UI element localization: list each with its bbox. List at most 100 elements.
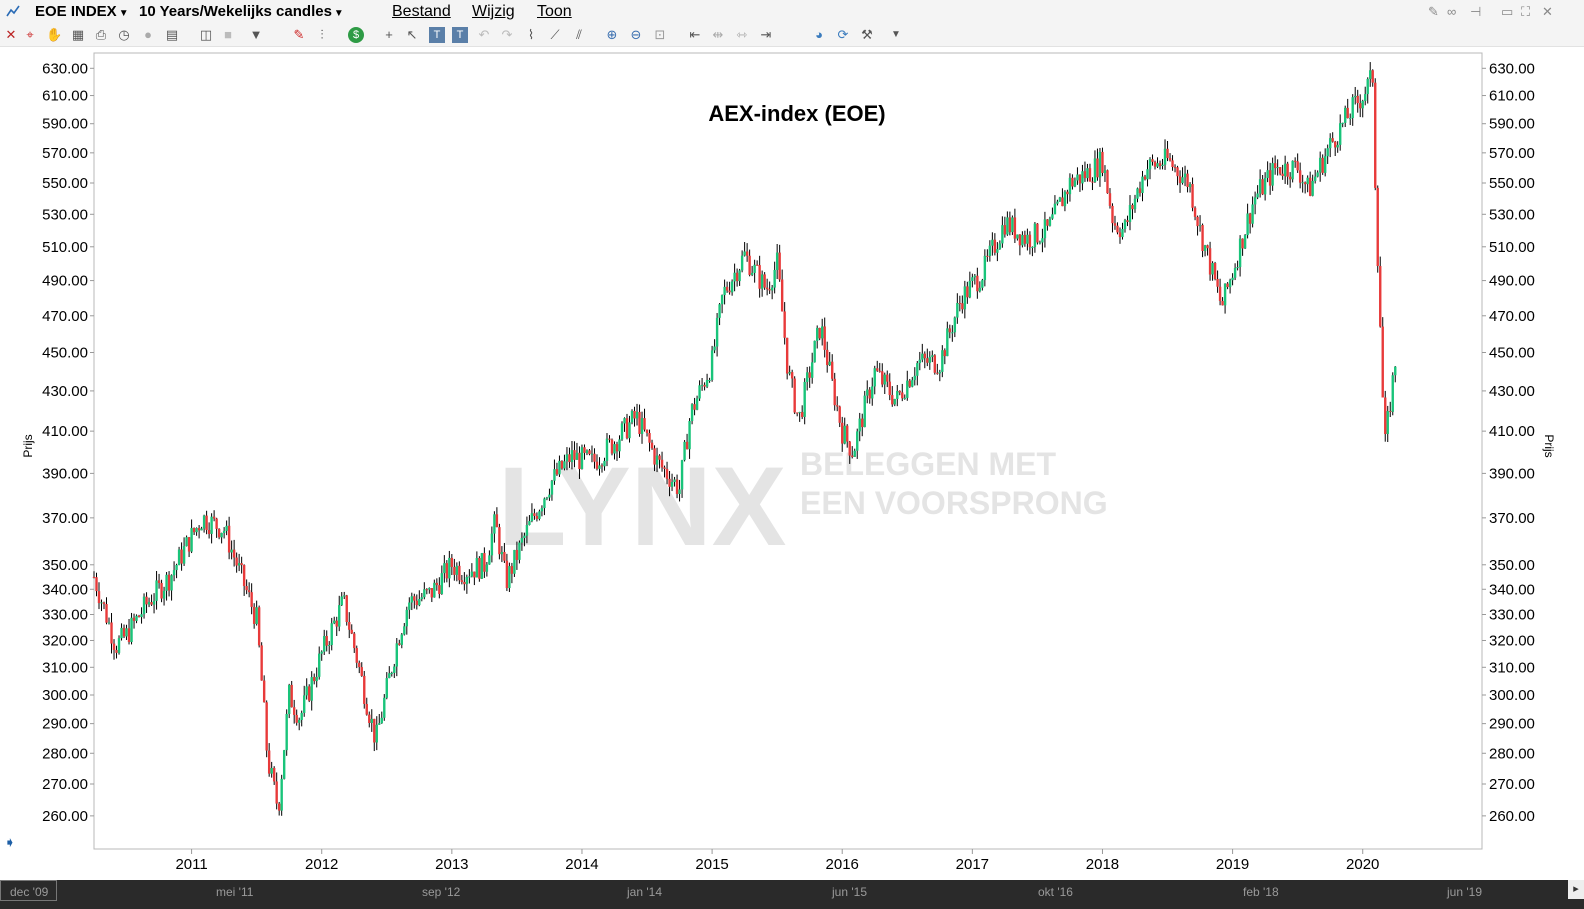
candle-body <box>97 591 101 604</box>
candle-body <box>580 447 584 469</box>
pin-icon[interactable]: ⊣ <box>1470 4 1482 19</box>
compress-icon[interactable]: ⇹ <box>712 27 724 42</box>
price-chart[interactable]: LYNX BELEGGEN MET EEN VOORSPRONG 630.006… <box>0 47 1584 880</box>
candle-body <box>428 588 431 590</box>
clock-icon[interactable]: ◷ <box>118 27 130 42</box>
candle-body <box>508 566 511 589</box>
color-icon[interactable]: ◕ <box>815 27 823 42</box>
y-tick-label: 350.00 <box>42 557 88 574</box>
candle-body <box>1228 280 1232 288</box>
circle-icon[interactable]: ● <box>144 27 152 42</box>
candle-body <box>648 432 651 443</box>
redo-icon[interactable]: ↷ <box>501 27 513 42</box>
candle-body <box>185 537 188 547</box>
plus-icon[interactable]: + <box>385 27 393 42</box>
crosshair-icon[interactable]: ⌖ <box>26 27 34 42</box>
chart-area[interactable]: LYNX BELEGGEN MET EEN VOORSPRONG 630.00 6… <box>0 47 1584 880</box>
grid-icon[interactable]: ▦ <box>71 27 85 42</box>
menu-bestand[interactable]: Bestand <box>392 3 451 20</box>
candle-body <box>1006 217 1009 235</box>
wrench-icon[interactable]: ⚒ <box>861 27 873 42</box>
refresh-icon[interactable]: ⟳ <box>837 27 849 42</box>
candle-body <box>175 565 178 571</box>
scroll-left-icon[interactable]: ⇤ <box>689 27 701 42</box>
candle-body <box>603 460 606 467</box>
candle-body <box>728 290 731 293</box>
candle-body <box>1043 219 1047 239</box>
candle-body <box>1193 207 1197 217</box>
candle-body <box>981 280 984 288</box>
print-icon[interactable]: ⎙ <box>95 27 107 42</box>
candle-body <box>1321 157 1324 173</box>
candle-body <box>615 444 619 452</box>
dollar-icon[interactable]: $ <box>348 27 364 43</box>
menu-toon[interactable]: Toon <box>537 3 572 20</box>
pencil-icon[interactable]: ✎ <box>293 27 305 42</box>
text-box-icon[interactable]: T <box>452 27 468 43</box>
trendline-icon[interactable]: ⟋ <box>550 27 560 42</box>
close-window-icon[interactable]: ✕ <box>1542 4 1553 19</box>
y-tick-label: 350.00 <box>1489 557 1535 574</box>
bar-type-icon[interactable]: ⫶ <box>320 27 324 42</box>
undo-icon[interactable]: ↶ <box>478 27 490 42</box>
candle-body <box>1178 176 1182 184</box>
expand-arrow-icon[interactable]: ➧ <box>4 834 16 850</box>
blank-icon[interactable]: ■ <box>224 27 232 42</box>
candle-body <box>680 460 684 490</box>
candle-body <box>753 264 756 273</box>
triangle-down-icon[interactable]: ▼ <box>249 27 263 42</box>
candle-body <box>192 527 196 533</box>
candle-body <box>398 643 401 645</box>
timeline-label: jun '15 <box>832 885 867 899</box>
table-icon[interactable]: ▤ <box>165 27 179 42</box>
symbol-selector[interactable]: EOE INDEX ▼ <box>35 3 129 20</box>
chart-settings-icon[interactable]: ◫ <box>199 27 213 42</box>
candle-body <box>388 673 391 679</box>
indicator-icon[interactable]: ⌇ <box>527 27 535 42</box>
maximize-icon[interactable]: ⛶ <box>1521 4 1531 19</box>
candle-body <box>1371 70 1374 83</box>
candle-body <box>1308 177 1312 196</box>
candle-body <box>267 750 271 774</box>
text-icon[interactable]: T <box>429 27 445 43</box>
candle-body <box>838 406 841 423</box>
candle-body <box>393 666 396 673</box>
more-icon[interactable]: ▼ <box>891 29 901 40</box>
candle-body <box>705 380 709 387</box>
candle-body <box>110 622 113 644</box>
zoom-in-icon[interactable]: ⊕ <box>606 27 618 42</box>
minimize-icon[interactable]: ▭ <box>1501 4 1514 19</box>
link-icon[interactable]: ✎ <box>1428 4 1439 19</box>
timeline-selection[interactable] <box>0 880 57 901</box>
menu-wijzig[interactable]: Wijzig <box>472 3 515 20</box>
period-selector[interactable]: 10 Years/Wekelijks candles ▼ <box>139 3 344 20</box>
candle-body <box>1011 217 1014 233</box>
candle-body <box>1361 100 1364 109</box>
candle-body <box>345 595 348 622</box>
hand-icon[interactable]: ✋ <box>46 27 63 42</box>
candle-body <box>873 368 876 387</box>
candle-body <box>127 628 131 643</box>
expand-icon[interactable]: ⇿ <box>736 27 748 42</box>
y-tick-label: 310.00 <box>42 659 88 676</box>
group-link-icon[interactable]: ∞ <box>1447 4 1457 19</box>
candle-body <box>971 277 974 281</box>
candle-body <box>1306 177 1309 185</box>
scroll-end-icon[interactable]: ⇥ <box>760 27 772 42</box>
candle-body <box>946 328 949 357</box>
candle-body <box>798 412 801 414</box>
zoom-box-icon[interactable]: ⊡ <box>654 27 666 42</box>
candle-body <box>348 621 351 630</box>
timeline-navigator[interactable]: dec '09 mei '11 sep '12 jan '14 jun '15 … <box>0 880 1584 909</box>
timeline-scroll-right-icon[interactable]: ▸ <box>1568 880 1584 899</box>
candle-body <box>903 397 906 399</box>
candle-body <box>435 582 439 586</box>
candle-body <box>558 460 561 475</box>
candle-body <box>368 714 371 724</box>
cursor-icon[interactable]: ↖ <box>406 27 418 42</box>
candle-body <box>1028 234 1032 248</box>
fan-icon[interactable]: ⫽ <box>576 27 582 42</box>
zoom-out-icon[interactable]: ⊖ <box>630 27 642 42</box>
candle-body <box>415 600 419 606</box>
candle-body <box>813 340 816 363</box>
